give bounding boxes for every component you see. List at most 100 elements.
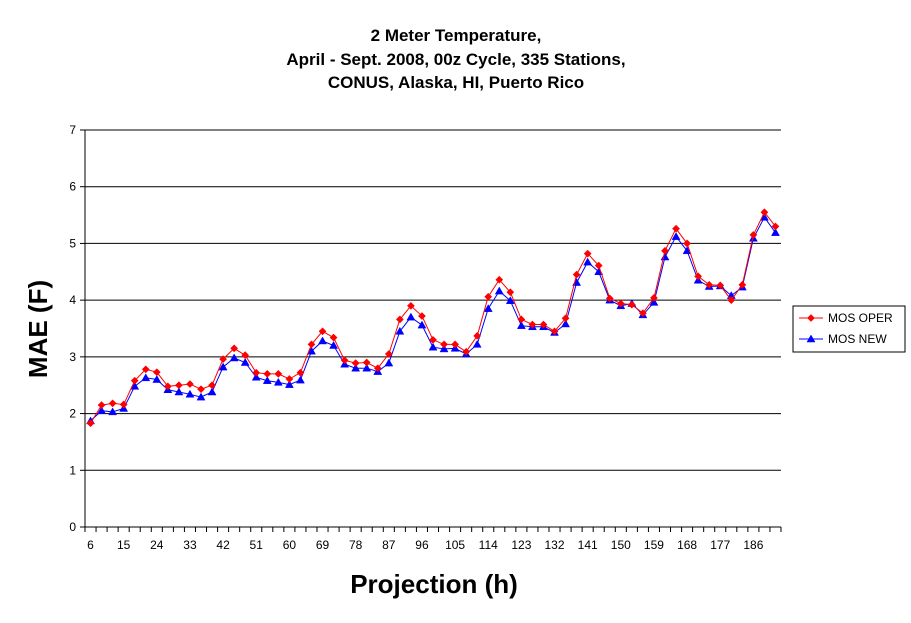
legend-marker-mos-new — [806, 334, 816, 343]
x-tick-label: 78 — [349, 538, 363, 552]
data-point-mos-new — [516, 321, 526, 329]
data-point-mos-oper — [340, 356, 349, 365]
data-point-mos-oper — [506, 288, 515, 297]
series-mos-new — [86, 212, 780, 425]
data-point-mos-new — [108, 407, 118, 416]
data-point-mos-oper — [517, 315, 526, 324]
data-point-mos-oper — [351, 359, 360, 368]
data-point-mos-new — [483, 304, 493, 312]
data-point-mos-oper — [451, 340, 460, 349]
data-point-mos-new — [262, 376, 272, 384]
data-point-mos-oper — [738, 280, 747, 289]
data-point-mos-new — [649, 297, 659, 306]
x-tick-label: 105 — [445, 538, 465, 552]
x-tick-label: 168 — [677, 538, 697, 552]
data-point-mos-oper — [219, 355, 228, 364]
chart-title: 2 Meter Temperature, April - Sept. 2008,… — [286, 26, 625, 92]
legend-item-mos-new: MOS NEW — [799, 332, 887, 346]
y-tick-label: 4 — [69, 293, 76, 307]
data-point-mos-oper — [395, 315, 404, 324]
data-point-mos-new — [152, 375, 162, 383]
data-point-mos-oper — [417, 312, 426, 320]
x-tick-label: 141 — [578, 538, 598, 552]
data-point-mos-oper — [583, 249, 592, 258]
data-point-mos-oper — [429, 335, 437, 344]
data-point-mos-new — [141, 373, 151, 382]
legend-label: MOS OPER — [828, 311, 893, 325]
y-tick-label: 2 — [69, 407, 76, 421]
x-tick-label: 60 — [283, 538, 297, 552]
legend-box — [792, 305, 906, 353]
data-point-mos-oper — [484, 292, 493, 301]
data-point-mos-oper — [274, 369, 283, 378]
data-point-mos-oper — [230, 344, 239, 353]
x-tick-label: 15 — [117, 538, 131, 552]
data-point-mos-oper — [152, 368, 161, 377]
data-point-mos-oper — [649, 293, 658, 302]
legend-item-mos-oper: MOS OPER — [799, 311, 893, 325]
chart-title-line-2: April - Sept. 2008, 00z Cycle, 335 Stati… — [286, 50, 625, 69]
data-point-mos-oper — [705, 280, 714, 289]
series-group — [86, 208, 780, 428]
data-point-mos-new — [240, 358, 250, 366]
data-point-mos-new — [494, 286, 504, 295]
data-point-mos-oper — [163, 382, 172, 391]
x-tick-label: 96 — [415, 538, 429, 552]
data-point-mos-new — [351, 363, 361, 372]
x-axis-ticks: 6 15 24 33 42 51 60 69 78 87 96 105 114 123 132 141 150 1… — [84, 527, 782, 552]
data-point-mos-oper — [627, 300, 636, 309]
data-point-mos-new — [218, 362, 228, 371]
data-point-mos-new — [561, 319, 571, 328]
data-point-mos-new — [439, 344, 449, 353]
data-point-mos-new — [671, 232, 681, 240]
data-point-mos-new — [196, 392, 206, 401]
data-point-mos-new — [185, 389, 195, 398]
x-tick-label: 69 — [316, 538, 330, 552]
data-point-mos-oper — [174, 381, 183, 390]
data-point-mos-oper — [296, 368, 305, 377]
data-point-mos-oper — [362, 358, 371, 367]
data-point-mos-new — [583, 257, 593, 266]
data-point-mos-oper — [329, 333, 338, 342]
data-point-mos-oper — [108, 399, 117, 408]
data-point-mos-oper — [616, 299, 625, 308]
data-point-mos-oper — [185, 380, 194, 389]
data-point-mos-new — [428, 342, 438, 351]
gridlines — [85, 129, 781, 471]
data-point-mos-new — [251, 372, 261, 381]
data-point-mos-oper — [263, 369, 272, 378]
legend: MOS OPER MOS NEW — [792, 305, 906, 353]
x-tick-label: 42 — [216, 538, 230, 552]
data-point-mos-oper — [528, 320, 537, 329]
x-tick-label: 159 — [644, 538, 664, 552]
data-point-mos-oper — [130, 376, 139, 385]
data-point-mos-oper — [771, 222, 780, 231]
y-tick-label: 0 — [69, 520, 76, 534]
data-point-mos-oper — [241, 351, 250, 360]
data-point-mos-oper — [440, 340, 449, 349]
data-point-mos-oper — [561, 314, 570, 323]
x-tick-label: 177 — [710, 538, 730, 552]
data-point-mos-new — [174, 387, 184, 396]
data-point-mos-new — [318, 336, 327, 345]
data-point-mos-oper — [694, 272, 703, 281]
data-point-mos-oper — [572, 270, 581, 279]
series-mos-oper — [86, 208, 780, 428]
y-tick-label: 1 — [69, 463, 76, 477]
y-tick-label: 7 — [69, 123, 76, 137]
x-tick-label: 24 — [150, 538, 164, 552]
data-point-mos-oper — [594, 261, 603, 270]
data-point-mos-new — [273, 377, 283, 386]
y-axis-title: MAE (F) — [23, 280, 53, 378]
data-point-mos-new — [384, 358, 394, 367]
data-point-mos-oper — [539, 320, 548, 329]
data-point-mos-oper — [318, 327, 327, 336]
data-point-mos-oper — [661, 246, 669, 255]
data-point-mos-oper — [197, 385, 205, 394]
data-point-mos-oper — [384, 350, 393, 358]
x-tick-label: 51 — [250, 538, 264, 552]
data-point-mos-new — [771, 228, 780, 236]
data-point-mos-oper — [119, 400, 128, 409]
data-point-mos-new — [329, 341, 339, 349]
